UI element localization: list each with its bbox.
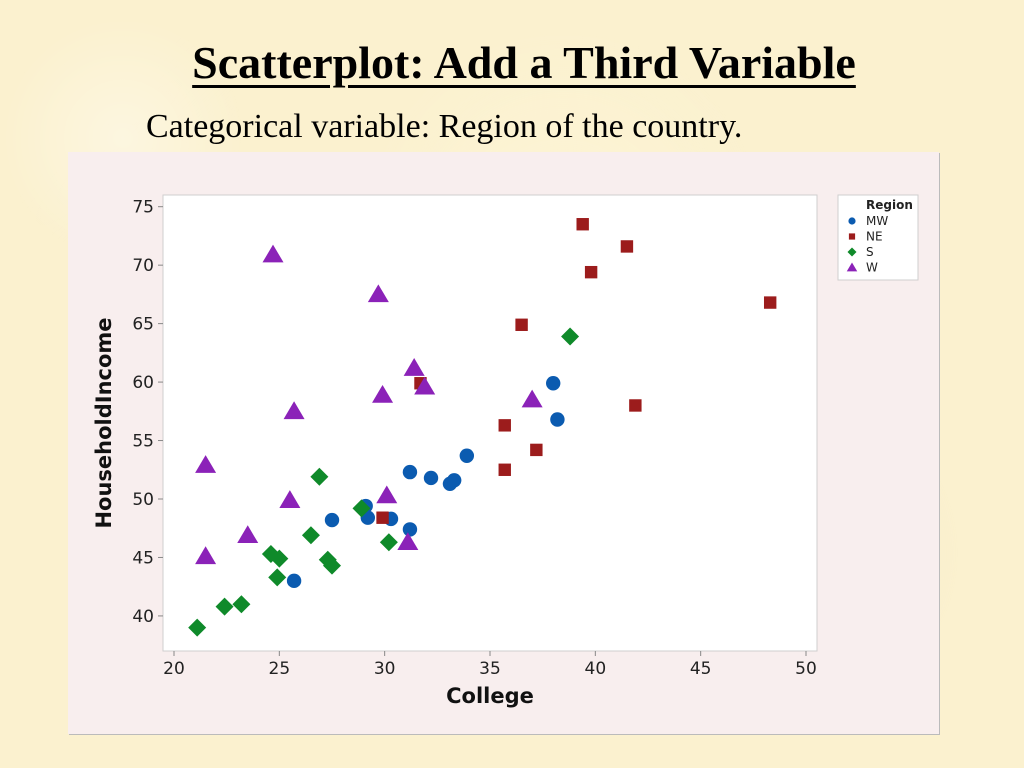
data-point-s: [310, 467, 329, 486]
y-tick-label: 75: [132, 198, 154, 218]
x-axis-label: College: [446, 684, 534, 708]
data-point-mw: [550, 412, 565, 427]
data-point-s: [188, 618, 207, 637]
slide-subtitle: Categorical variable: Region of the coun…: [146, 108, 743, 145]
data-point-ne: [498, 463, 511, 476]
y-tick-label: 55: [132, 432, 154, 452]
data-point-mw: [286, 573, 302, 589]
data-point-ne: [376, 511, 389, 524]
data-point-s: [215, 597, 234, 616]
data-point-w: [376, 485, 398, 504]
data-point-w: [279, 490, 301, 508]
data-point-mw: [402, 522, 418, 537]
y-tick-label: 60: [132, 373, 154, 393]
data-point-ne: [576, 218, 589, 231]
legend-marker-w: [846, 262, 858, 272]
data-point-s: [323, 556, 341, 575]
data-point-w: [195, 455, 217, 473]
data-point-w: [195, 546, 217, 565]
chart-panel: 40 45 50 55 60 65 70 75 20 25 30 35 40 45 50 College …: [68, 152, 939, 734]
x-tick-label: 25: [269, 659, 291, 679]
legend-marker-mw: [848, 217, 856, 225]
data-point-w: [283, 401, 305, 420]
data-point-w: [237, 525, 259, 544]
x-axis: 20 25 30 35 40 45 50: [163, 651, 817, 679]
legend-marker-s: [847, 247, 857, 257]
data-point-ne: [629, 399, 642, 412]
data-point-s: [379, 533, 398, 552]
data-point-ne: [498, 419, 511, 432]
legend-entry-ne: NE: [866, 230, 883, 244]
data-point-mw: [402, 464, 418, 480]
x-tick-label: 20: [163, 659, 185, 679]
y-tick-label: 45: [132, 548, 154, 568]
data-point-w: [262, 244, 284, 263]
y-axis-label: HouseholdIncome: [92, 317, 116, 528]
y-tick-label: 50: [132, 490, 154, 510]
data-point-w: [372, 384, 394, 403]
legend-entry-s: S: [866, 245, 874, 259]
slide-title: Scatterplot: Add a Third Variable: [192, 37, 856, 88]
data-point-s: [270, 549, 289, 568]
x-tick-label: 40: [585, 659, 607, 679]
data-point-w: [367, 284, 389, 303]
data-point-ne: [515, 318, 528, 331]
x-tick-label: 35: [479, 659, 501, 679]
data-point-ne: [584, 265, 598, 279]
data-point-ne: [530, 443, 543, 457]
data-point-mw: [324, 512, 340, 528]
data-point-s: [232, 595, 251, 614]
x-tick-label: 45: [690, 659, 712, 679]
y-tick-label: 70: [132, 256, 154, 276]
data-point-s: [268, 568, 287, 587]
legend-entry-w: W: [866, 261, 878, 275]
data-point-s: [261, 544, 280, 563]
plot-area: [162, 194, 818, 652]
x-tick-label: 50: [795, 659, 817, 679]
x-tick-label: 30: [374, 659, 396, 679]
legend-title: Region: [866, 198, 913, 212]
data-point-s: [352, 499, 371, 518]
legend-marker-ne: [848, 233, 856, 240]
data-point-mw: [546, 376, 561, 391]
data-point-mw: [446, 473, 462, 488]
y-axis: 40 45 50 55 60 65 70 75: [132, 198, 163, 627]
y-tick-label: 65: [132, 315, 154, 335]
data-point-w: [521, 389, 543, 408]
data-point-ne: [763, 296, 777, 309]
data-point-mw: [459, 448, 475, 463]
data-point-w: [414, 376, 436, 395]
data-point-w: [397, 532, 419, 551]
data-point-s: [561, 327, 580, 346]
legend-entry-mw: MW: [866, 214, 888, 228]
data-point-ne: [620, 240, 634, 253]
y-tick-label: 40: [132, 607, 154, 627]
data-point-mw: [423, 470, 439, 486]
data-points: [188, 218, 777, 637]
data-point-w: [403, 358, 425, 376]
data-point-s: [301, 526, 320, 545]
